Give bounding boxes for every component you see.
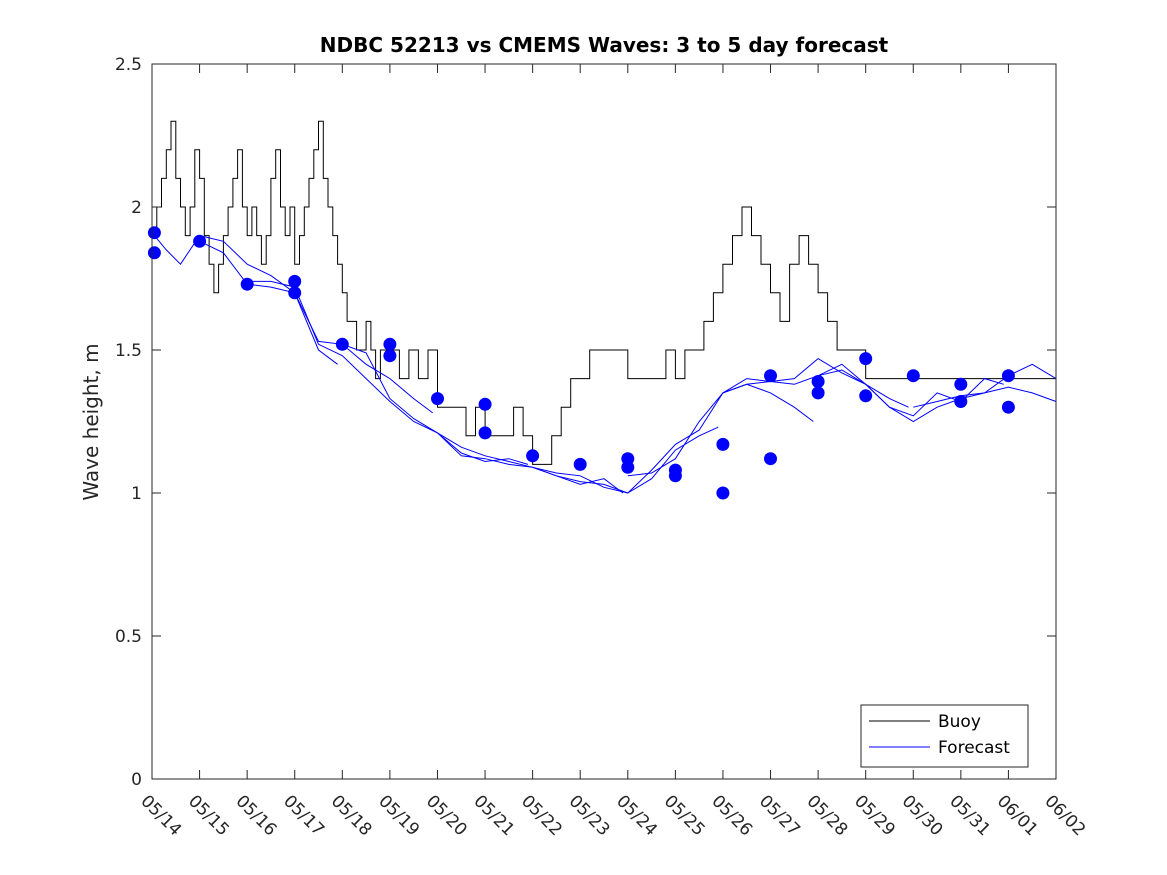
forecast-marker xyxy=(859,352,873,366)
forecast-run-line-10 xyxy=(913,386,1057,408)
forecast-marker xyxy=(954,377,968,391)
forecast-marker xyxy=(240,277,254,291)
forecast-run-line-6 xyxy=(532,383,814,494)
legend-buoy-label: Buoy xyxy=(938,712,981,732)
chart-title: NDBC 52213 vs CMEMS Waves: 3 to 5 day fo… xyxy=(320,33,889,57)
y-tick-label: 0.5 xyxy=(115,627,142,647)
forecast-marker xyxy=(335,337,349,351)
forecast-marker xyxy=(1001,400,1015,414)
legend-forecast-label: Forecast xyxy=(938,738,1010,758)
axes-frame xyxy=(151,63,1057,780)
y-tick-label: 2.5 xyxy=(115,55,142,75)
buoy-series-line xyxy=(152,120,1056,465)
forecast-marker xyxy=(906,369,920,383)
forecast-marker xyxy=(478,426,492,440)
forecast-run-line-9 xyxy=(817,363,1057,423)
forecast-marker xyxy=(288,286,302,300)
plot-background xyxy=(152,64,1056,779)
forecast-run-line-5 xyxy=(437,426,719,494)
forecast-marker xyxy=(383,349,397,363)
y-axis-label: Wave height, m xyxy=(79,343,103,500)
forecast-marker xyxy=(431,392,444,406)
forecast-marker xyxy=(764,369,777,383)
forecast-run-line-4 xyxy=(342,343,624,494)
y-tick-label: 0 xyxy=(131,770,142,790)
forecast-marker xyxy=(478,397,492,411)
y-tick-label: 2 xyxy=(131,198,142,218)
forecast-marker xyxy=(288,274,302,288)
forecast-marker xyxy=(859,389,873,403)
forecast-run-line-2 xyxy=(199,240,434,414)
forecast-marker xyxy=(811,375,825,388)
forecast-marker xyxy=(193,234,207,248)
forecast-marker xyxy=(573,457,587,471)
forecast-marker xyxy=(526,449,540,463)
forecast-marker xyxy=(716,437,730,451)
forecast-marker xyxy=(147,226,161,240)
legend-box xyxy=(860,704,1029,768)
y-tick-label: 1 xyxy=(131,484,142,504)
forecast-marker xyxy=(383,337,397,351)
forecast-marker xyxy=(621,460,635,474)
legend: Buoy Forecast xyxy=(860,704,1029,768)
forecast-marker xyxy=(1001,369,1015,383)
forecast-marker xyxy=(716,486,730,500)
forecast-marker xyxy=(147,246,161,260)
forecast-marker xyxy=(954,395,968,408)
y-tick-label: 1.5 xyxy=(115,341,142,361)
forecast-marker xyxy=(668,469,682,483)
forecast-marker xyxy=(764,452,777,466)
plot-area xyxy=(147,64,1057,779)
forecast-marker xyxy=(811,386,825,400)
forecast-run-line-1 xyxy=(151,232,338,365)
